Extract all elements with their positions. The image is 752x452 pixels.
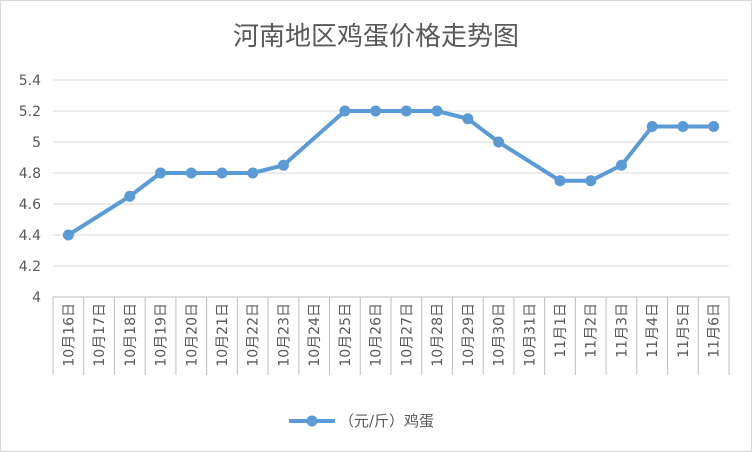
- tick-labels: 4 4.2 4.4 4.6 4.8 5 5.2 5.4 10月16日 10月17日 10月18日 10…: [19, 73, 723, 367]
- x-tick-label: 10月21日: [215, 303, 231, 367]
- data-point: [646, 121, 658, 132]
- data-point: [400, 105, 412, 117]
- x-tick-label: 11月1日: [553, 303, 569, 358]
- x-tick-label: 10月17日: [92, 303, 108, 367]
- x-tick-label: 10月22日: [246, 303, 262, 367]
- y-tick-label: 4.6: [19, 197, 41, 213]
- x-tick-label: 10月19日: [154, 303, 170, 367]
- series-line-segment: [465, 116, 501, 144]
- series-line-segment: [66, 194, 132, 237]
- x-tick-label: 11月5日: [676, 303, 692, 358]
- data-point: [216, 167, 228, 179]
- x-tick-label: 11月2日: [584, 303, 600, 358]
- data-point: [62, 229, 74, 241]
- x-tick-label: 10月25日: [338, 303, 354, 367]
- y-tick-label: 4.2: [19, 259, 41, 275]
- y-tick-label: 5.2: [19, 104, 41, 120]
- x-tick-label: 11月4日: [645, 303, 661, 358]
- data-point: [585, 175, 597, 187]
- x-tick-label: 11月3日: [614, 303, 630, 358]
- data-point: [554, 175, 566, 187]
- data-point: [339, 105, 351, 117]
- data-point: [155, 167, 167, 179]
- series-line-segment: [127, 171, 163, 199]
- x-tick-label: 10月29日: [461, 303, 477, 367]
- legend-dot-marker: [306, 415, 318, 427]
- series-layer: [62, 105, 720, 241]
- x-tick-label: 10月27日: [399, 303, 415, 367]
- y-tick-label: 4: [32, 290, 41, 306]
- legend-label: （元/斤）鸡蛋: [339, 412, 434, 430]
- x-tick-label: 10月23日: [276, 303, 292, 367]
- series-line-segment: [619, 124, 655, 168]
- y-tick-label: 5: [32, 135, 41, 151]
- chart-title: 河南地区鸡蛋价格走势图: [233, 22, 519, 52]
- data-point: [462, 113, 474, 125]
- x-tick-label: 10月30日: [492, 303, 508, 367]
- x-tick-label: 11月6日: [707, 303, 723, 358]
- x-tick-label: 10月26日: [369, 303, 385, 367]
- y-tick-label: 4.8: [19, 166, 41, 182]
- axes: [52, 296, 730, 375]
- x-tick-label: 10月28日: [430, 303, 446, 367]
- data-point: [708, 121, 720, 132]
- data-point: [615, 159, 627, 171]
- x-tick-label: 10月20日: [184, 303, 200, 367]
- x-tick-label: 10月24日: [307, 303, 323, 367]
- x-tick-label: 10月18日: [123, 303, 139, 367]
- x-tick-label: 10月16日: [61, 303, 77, 367]
- y-tick-label: 4.4: [19, 228, 41, 244]
- data-point: [124, 190, 136, 202]
- series-line-segment: [281, 109, 347, 168]
- data-point: [185, 167, 197, 179]
- series-line-segment: [496, 140, 562, 183]
- data-point: [370, 105, 382, 117]
- legend: （元/斤）鸡蛋: [289, 412, 434, 430]
- data-point: [431, 105, 443, 117]
- data-point: [493, 136, 505, 148]
- data-point: [277, 159, 289, 171]
- grid-lines: [53, 79, 729, 267]
- y-tick-label: 5.4: [19, 73, 41, 89]
- data-point: [247, 167, 259, 179]
- x-tick-label: 10月31日: [522, 303, 538, 367]
- data-point: [677, 121, 689, 132]
- series-line-segment: [588, 163, 624, 183]
